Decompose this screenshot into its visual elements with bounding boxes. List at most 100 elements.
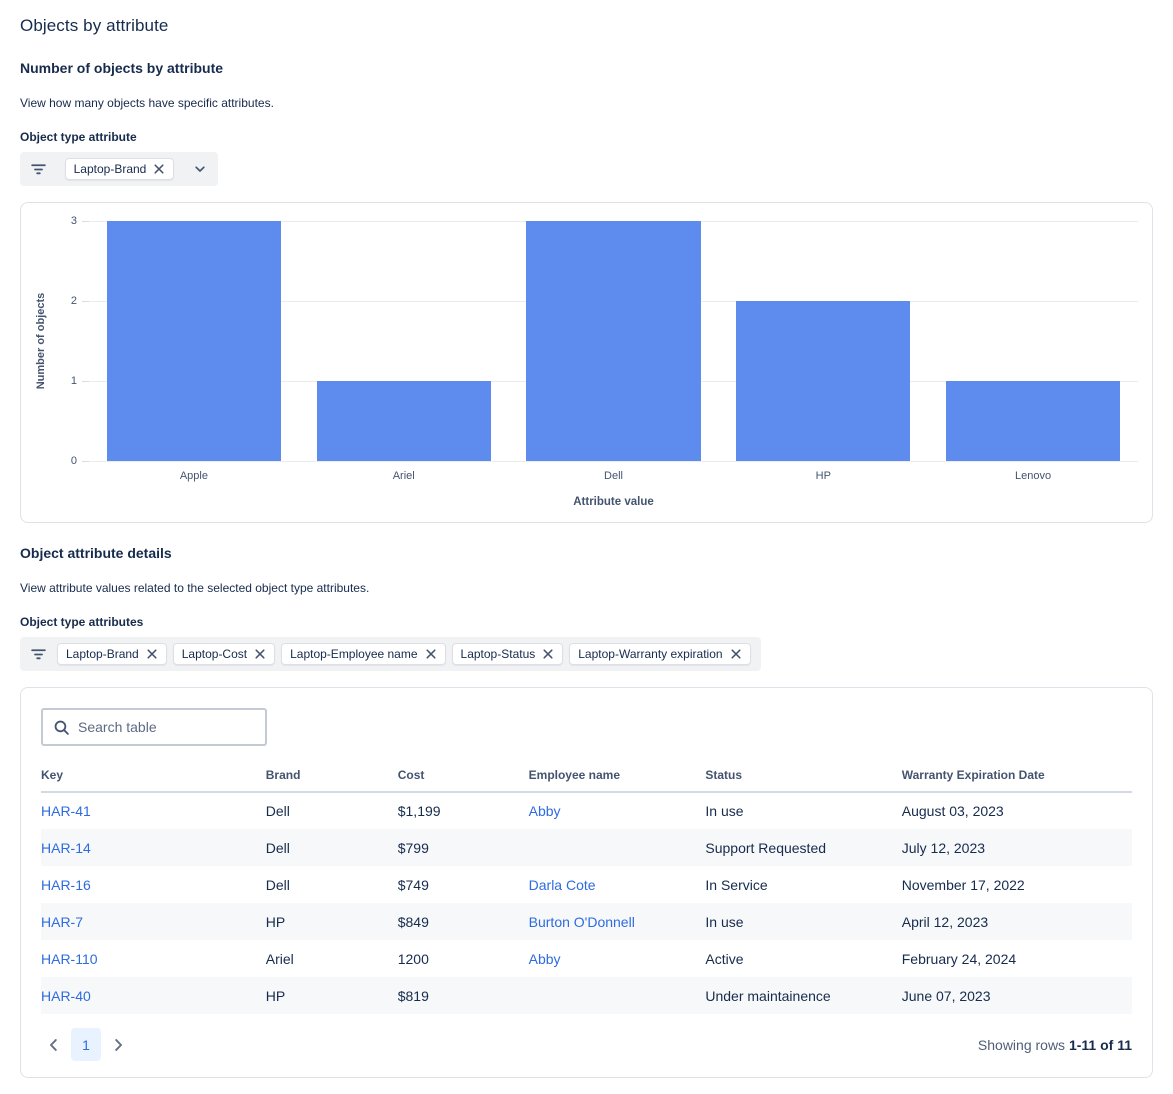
filter-chip[interactable]: Laptop-Brand [57,643,167,665]
chart-plot-area [82,221,1138,462]
table-cell-key: HAR-110 [41,940,266,977]
table-cell-key: HAR-41 [41,792,266,829]
object-key-link[interactable]: HAR-7 [41,913,84,930]
table-cell-status: In use [705,803,744,819]
column-header: Status [705,760,902,793]
table-row: HAR-41 Dell $1,199 Abby In use August 03, 202… [41,792,1132,829]
selected-attributes-chips: Laptop-Brand Laptop-Cost Laptop-Employee n… [57,643,751,665]
column-header: Cost [397,760,529,793]
employee-link[interactable]: Burton O'Donnell [528,913,635,930]
table-cell-cost: 1200 [397,950,429,967]
table-cell-employee: Abby [529,792,706,829]
remove-chip-icon[interactable] [153,163,165,175]
table-cell-status: In Service [705,876,768,893]
filter-chip[interactable]: Laptop-Brand [64,158,175,180]
filter-chip-label: Laptop-Cost [181,647,248,661]
table-cell-cost: $819 [397,987,429,1004]
gridline [89,461,1138,462]
table-cell-warranty: July 12, 2023 [901,839,986,856]
table-row: HAR-14 Dell $799 Support Requested July 12, … [41,829,1132,866]
attribute-details-table: Key Brand Cost Employee name Status Warranty … [41,760,1132,1014]
table-cell-brand: Dell [265,876,290,893]
table-cell-key: HAR-14 [41,829,266,866]
table-cell-status: In use [705,913,744,930]
object-key-link[interactable]: HAR-16 [41,876,91,893]
column-header: Brand [265,760,398,793]
page-title: Objects by attribute [20,16,169,35]
filter-chip[interactable]: Laptop-Status [451,643,564,665]
bar-chart: Number of objects 0 1 2 3 Apple Ariel Dell HP L… [33,215,1138,508]
remove-chip-icon[interactable] [730,648,742,660]
filter-chip-label: Laptop-Status [460,647,536,661]
chevron-right-icon[interactable] [105,1030,131,1060]
table-cell-key: HAR-40 [41,977,266,1014]
table-cell-employee [529,829,706,866]
table-cell-employee: Abby [529,940,706,977]
x-axis-labels: Apple Ariel Dell HP Lenovo [89,470,1138,482]
page-number-button[interactable]: 1 [71,1028,101,1061]
filter-icon [30,161,47,178]
search-input[interactable] [78,719,255,735]
table-row: HAR-16 Dell $749 Darla Cote In Service Novemb… [41,866,1132,903]
table-cell-key: HAR-7 [41,903,266,940]
object-type-attributes-select[interactable]: Laptop-Brand Laptop-Cost Laptop-Employee n… [20,637,761,671]
bar-ariel[interactable] [316,381,491,461]
table-cell-cost: $849 [397,913,429,930]
object-key-link[interactable]: HAR-110 [41,950,98,967]
filter-chip[interactable]: Laptop-Employee name [281,643,446,665]
table-cell-employee [529,977,706,1014]
table-cell-warranty: November 17, 2022 [901,876,1025,893]
table-cell-warranty: June 07, 2023 [901,987,991,1004]
table-cell-status: Support Requested [705,839,827,856]
employee-link[interactable]: Abby [528,950,561,967]
chart-section-description: View how many objects have specific attr… [20,96,274,110]
table-cell-status: Active [705,950,744,967]
bar-hp[interactable] [736,301,911,461]
employee-link[interactable]: Darla Cote [528,876,596,893]
x-tick-label: Dell [604,470,623,482]
table-footer: 1 Showing rows 1-11 of 11 [41,1028,1132,1061]
object-key-link[interactable]: HAR-14 [41,839,91,856]
object-type-attribute-label: Object type attribute [20,130,137,144]
search-icon [53,719,70,736]
bar-dell[interactable] [526,221,701,461]
x-tick-label: Apple [179,470,208,482]
table-cell-cost: $799 [397,839,429,856]
table-cell-employee: Burton O'Donnell [529,903,706,940]
table-row: HAR-7 HP $849 Burton O'Donnell In use April 1… [41,903,1132,940]
object-key-link[interactable]: HAR-41 [41,803,91,819]
remove-chip-icon[interactable] [425,648,437,660]
object-type-attribute-select[interactable]: Laptop-Brand [20,152,218,186]
filter-chip[interactable]: Laptop-Warranty expiration [569,643,751,665]
column-header: Key [41,760,266,793]
details-section-description: View attribute values related to the sel… [20,581,370,595]
y-axis-title: Number of objects [35,292,47,390]
y-tick-label: 3 [70,215,77,227]
table-search[interactable] [41,708,267,746]
chevron-left-icon[interactable] [41,1030,67,1060]
x-tick-label: HP [815,470,831,482]
column-header: Warranty Expiration Date [901,760,1132,793]
remove-chip-icon[interactable] [254,648,266,660]
table-cell-status: Under maintainence [705,987,831,1004]
chevron-down-icon[interactable] [192,161,208,177]
filter-chip[interactable]: Laptop-Cost [172,643,276,665]
column-header: Employee name [528,760,706,793]
object-key-link[interactable]: HAR-40 [41,987,91,1004]
table-cell-warranty: August 03, 2023 [901,803,1004,819]
table-row: HAR-40 HP $819 Under maintainence June 07, 2… [41,977,1132,1014]
y-axis-ticks: 0 1 2 3 [53,215,89,467]
table-row: HAR-110 Ariel 1200 Abby Active February 24, 2… [41,940,1132,977]
remove-chip-icon[interactable] [542,648,554,660]
y-tick-label: 2 [70,294,77,307]
remove-chip-icon[interactable] [146,648,158,660]
employee-link[interactable]: Abby [528,803,561,819]
table-cell-employee: Darla Cote [529,866,706,903]
table-cell-warranty: February 24, 2024 [901,950,1017,967]
x-tick-label: Ariel [392,470,415,482]
bar-lenovo[interactable] [946,381,1121,461]
bar-apple[interactable] [106,221,281,461]
filter-chip-label: Laptop-Brand [66,647,139,661]
